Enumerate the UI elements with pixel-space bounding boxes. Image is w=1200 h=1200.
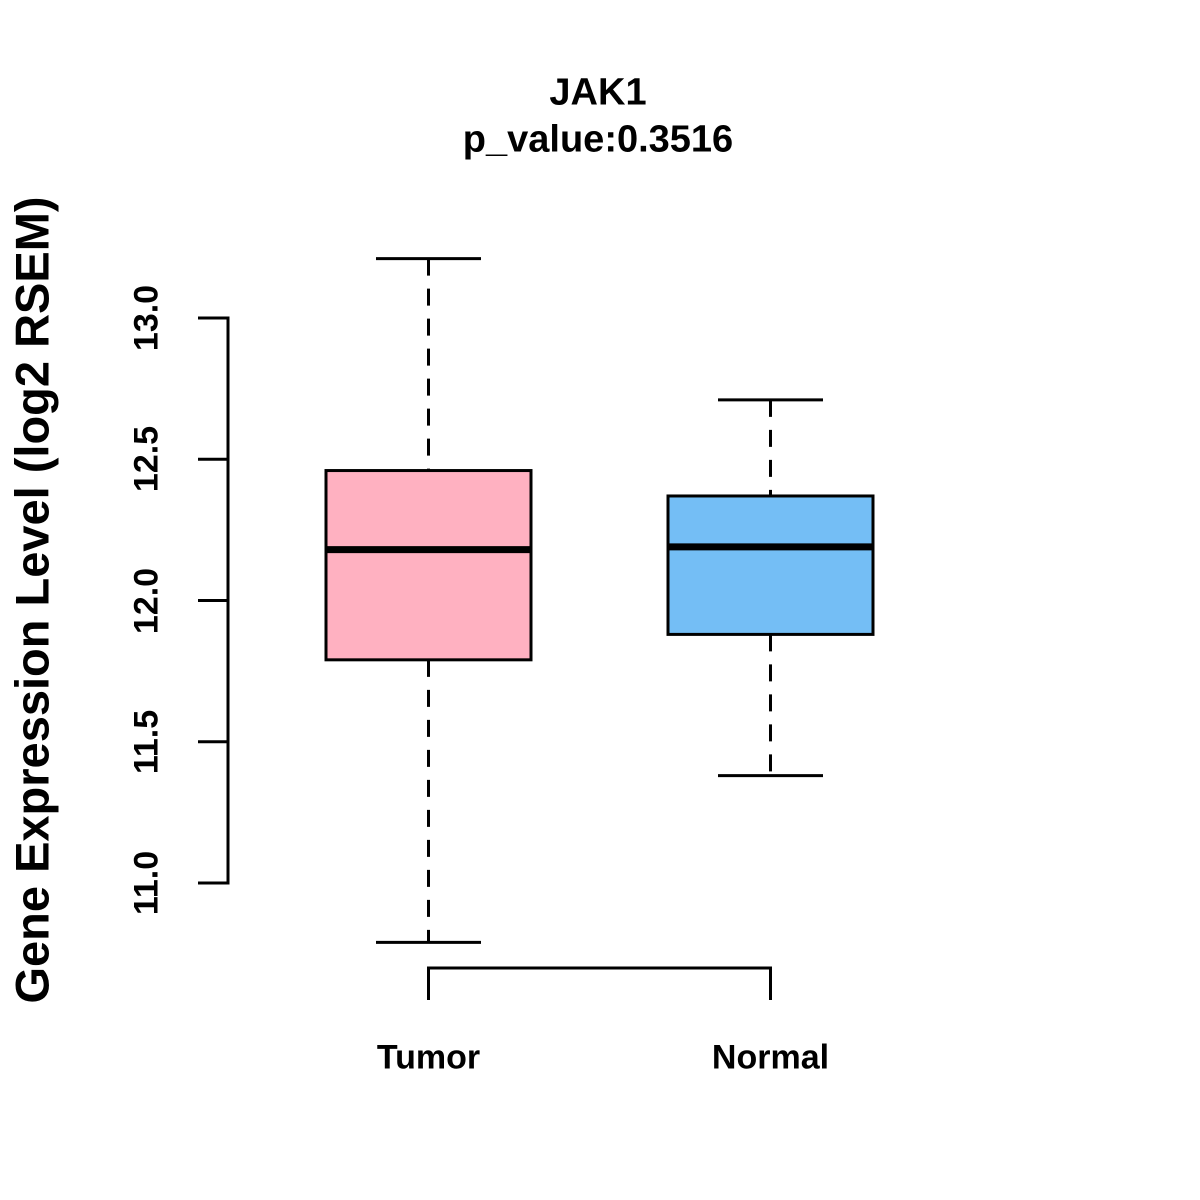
x-label-normal: Normal (711, 1038, 830, 1077)
y-tick-label: 13.0 (127, 284, 166, 352)
y-tick-label: 11.0 (127, 850, 166, 916)
y-tick-label: 12.5 (127, 426, 166, 493)
x-label-tumor: Tumor (376, 1038, 481, 1077)
chart-subtitle: p_value:0.3516 (462, 118, 734, 161)
tumor-box (324, 469, 533, 662)
y-tick-label: 11.5 (127, 709, 166, 774)
normal-box (666, 494, 875, 636)
chart-title: JAK1 (549, 71, 647, 114)
y-tick-label: 12.0 (127, 567, 166, 634)
